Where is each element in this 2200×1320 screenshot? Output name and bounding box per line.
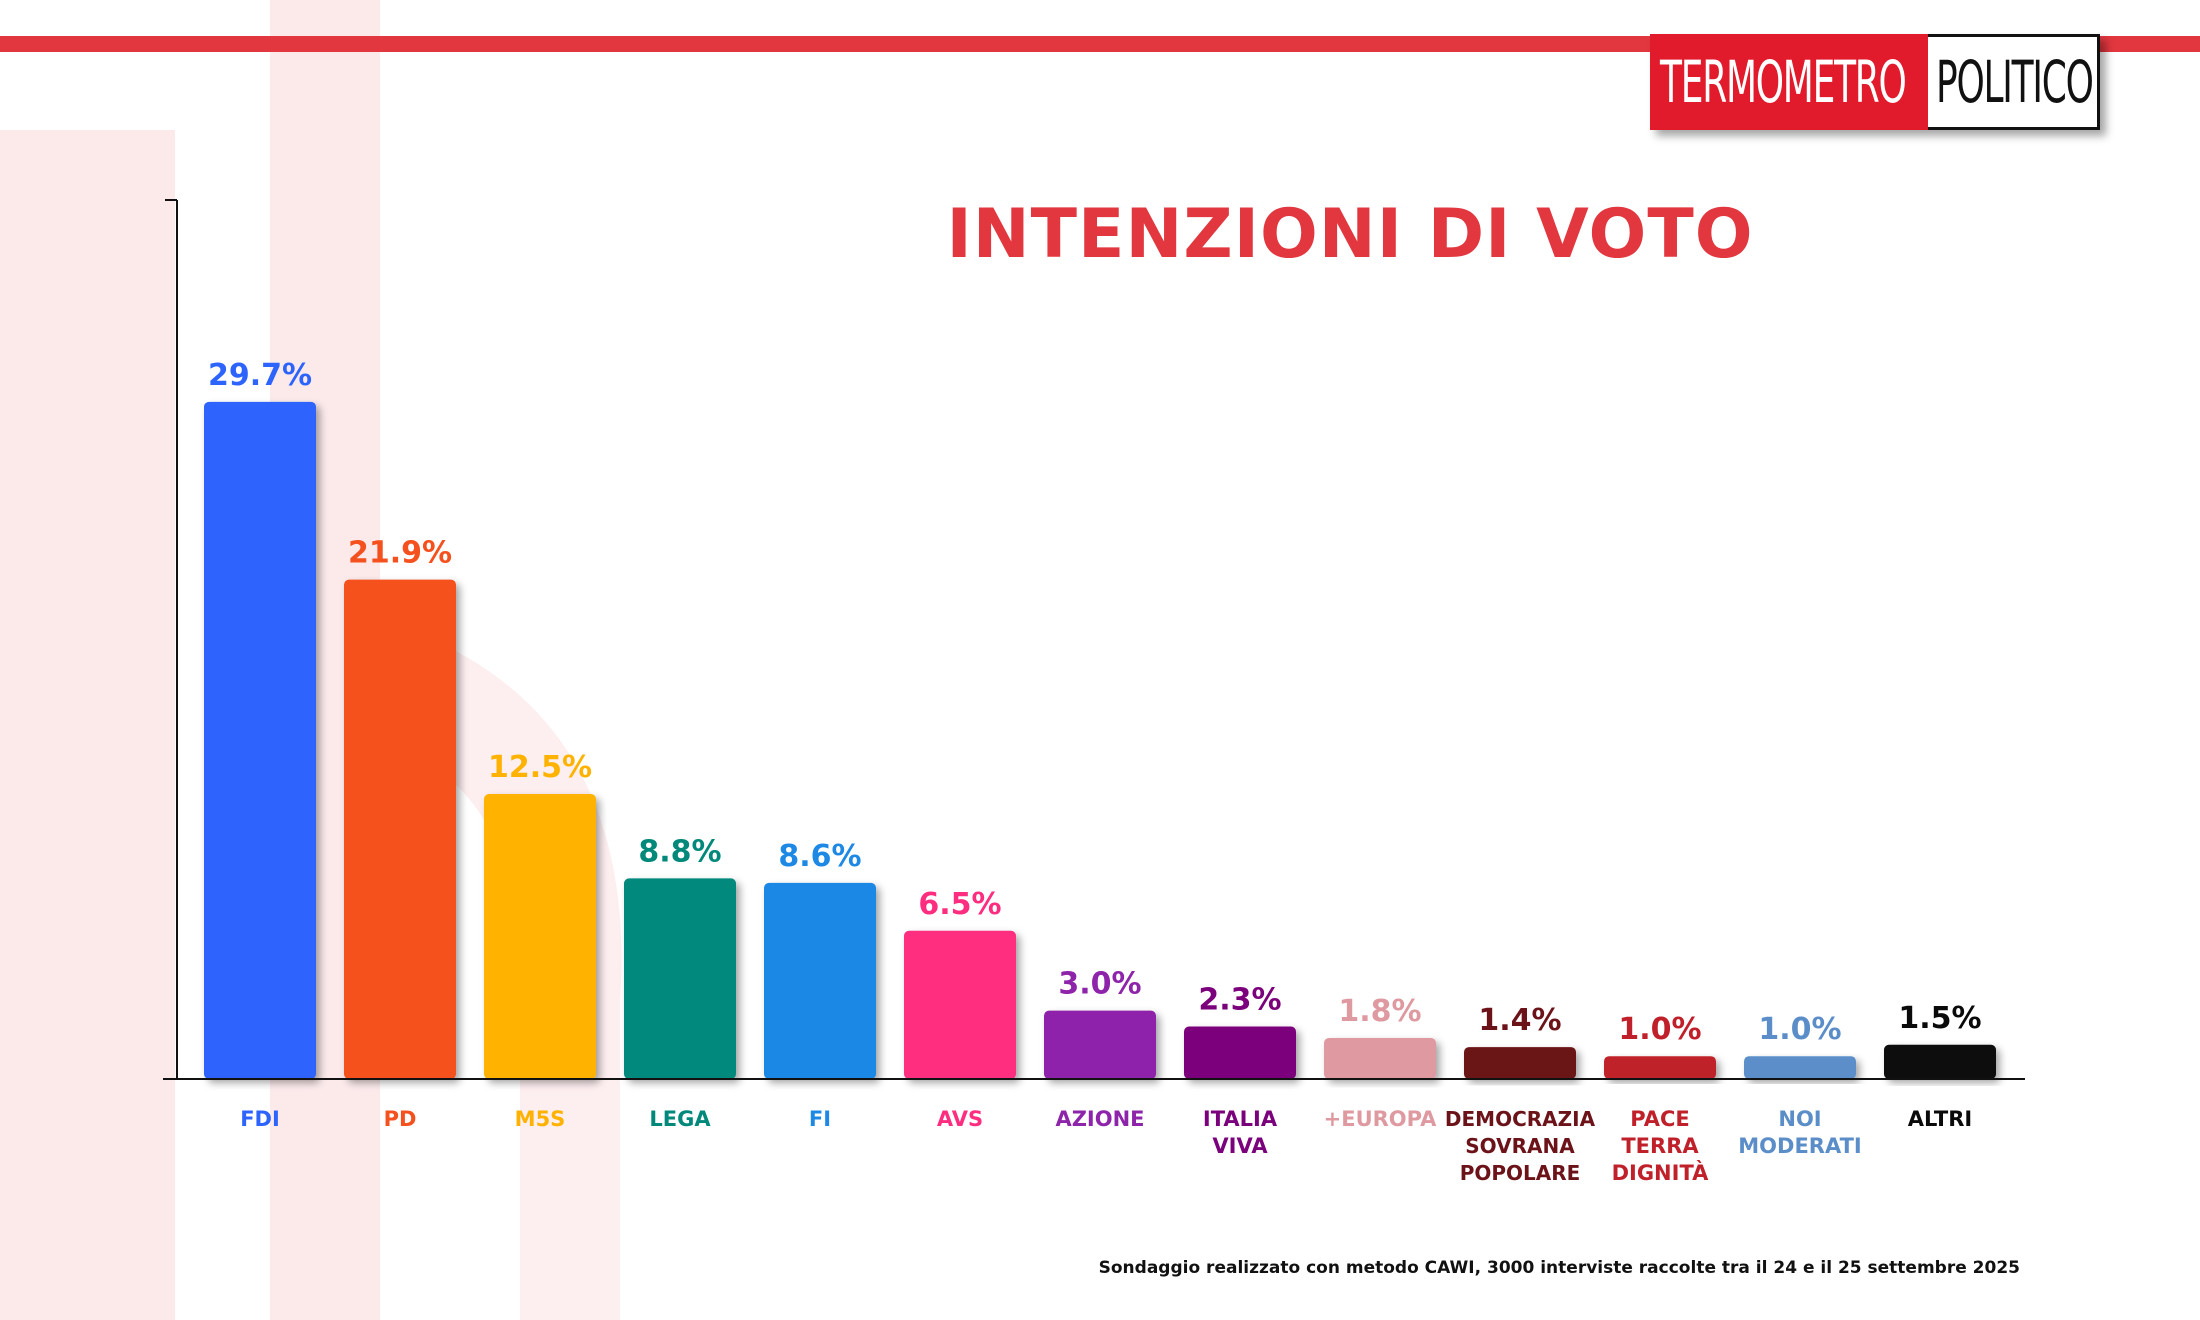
category-label-12: ALTRI (1908, 1107, 1972, 1131)
bar-10 (1604, 1056, 1716, 1079)
bar-11 (1744, 1056, 1856, 1079)
chart-title: INTENZIONI DI VOTO (946, 195, 1754, 274)
category-label-3: LEGA (649, 1107, 711, 1131)
logo-left-part: TERMOMETRO (1650, 34, 1928, 130)
value-label-4: 8.6% (778, 839, 861, 874)
category-label-0: FDI (240, 1107, 280, 1131)
value-label-2: 12.5% (488, 750, 592, 785)
value-label-12: 1.5% (1898, 1001, 1981, 1036)
value-label-9: 1.4% (1478, 1003, 1561, 1038)
category-label-9: DEMOCRAZIA SOVRANA POPOLARE (1445, 1107, 1596, 1185)
bar-2 (484, 794, 596, 1079)
brand-logo: TERMOMETRO POLITICO (1650, 34, 2100, 130)
bar-5 (904, 930, 1016, 1079)
category-label-10: PACE TERRA DIGNITÀ (1612, 1107, 1710, 1185)
category-label-8: +EUROPA (1324, 1107, 1437, 1131)
value-label-6: 3.0% (1058, 967, 1141, 1002)
bar-8 (1324, 1037, 1436, 1079)
bar-12 (1884, 1044, 1996, 1079)
bar-6 (1044, 1010, 1156, 1079)
value-label-10: 1.0% (1618, 1012, 1701, 1047)
value-label-5: 6.5% (918, 887, 1001, 922)
category-label-11: NOI MODERATI (1738, 1107, 1861, 1158)
bar-4 (764, 882, 876, 1079)
value-label-1: 21.9% (348, 536, 452, 571)
bar-3 (624, 878, 736, 1079)
category-label-7: ITALIA VIVA (1203, 1107, 1278, 1158)
category-label-6: AZIONE (1055, 1107, 1144, 1131)
value-label-11: 1.0% (1758, 1012, 1841, 1047)
value-label-8: 1.8% (1338, 994, 1421, 1029)
logo-left-text: TERMOMETRO (1660, 48, 1907, 116)
category-label-2: M5S (515, 1107, 566, 1131)
bar-9 (1464, 1047, 1576, 1079)
category-label-5: AVS (937, 1107, 983, 1131)
value-label-7: 2.3% (1198, 983, 1281, 1018)
logo-right-part: POLITICO (1928, 34, 2100, 130)
logo-right-text: POLITICO (1936, 48, 2094, 116)
bar-1 (344, 579, 456, 1079)
bar-7 (1184, 1026, 1296, 1079)
value-label-0: 29.7% (208, 358, 312, 393)
bars-layer: 29.7% FDI 21.9% PD 12.5% M5S 8.8% LEGA 8.6% FI 6.5… (204, 358, 1996, 1185)
category-label-1: PD (384, 1107, 417, 1131)
value-label-3: 8.8% (638, 834, 721, 869)
category-label-4: FI (809, 1107, 831, 1131)
bar-0 (204, 401, 316, 1080)
footnote: Sondaggio realizzato con metodo CAWI, 30… (1098, 1258, 2020, 1278)
